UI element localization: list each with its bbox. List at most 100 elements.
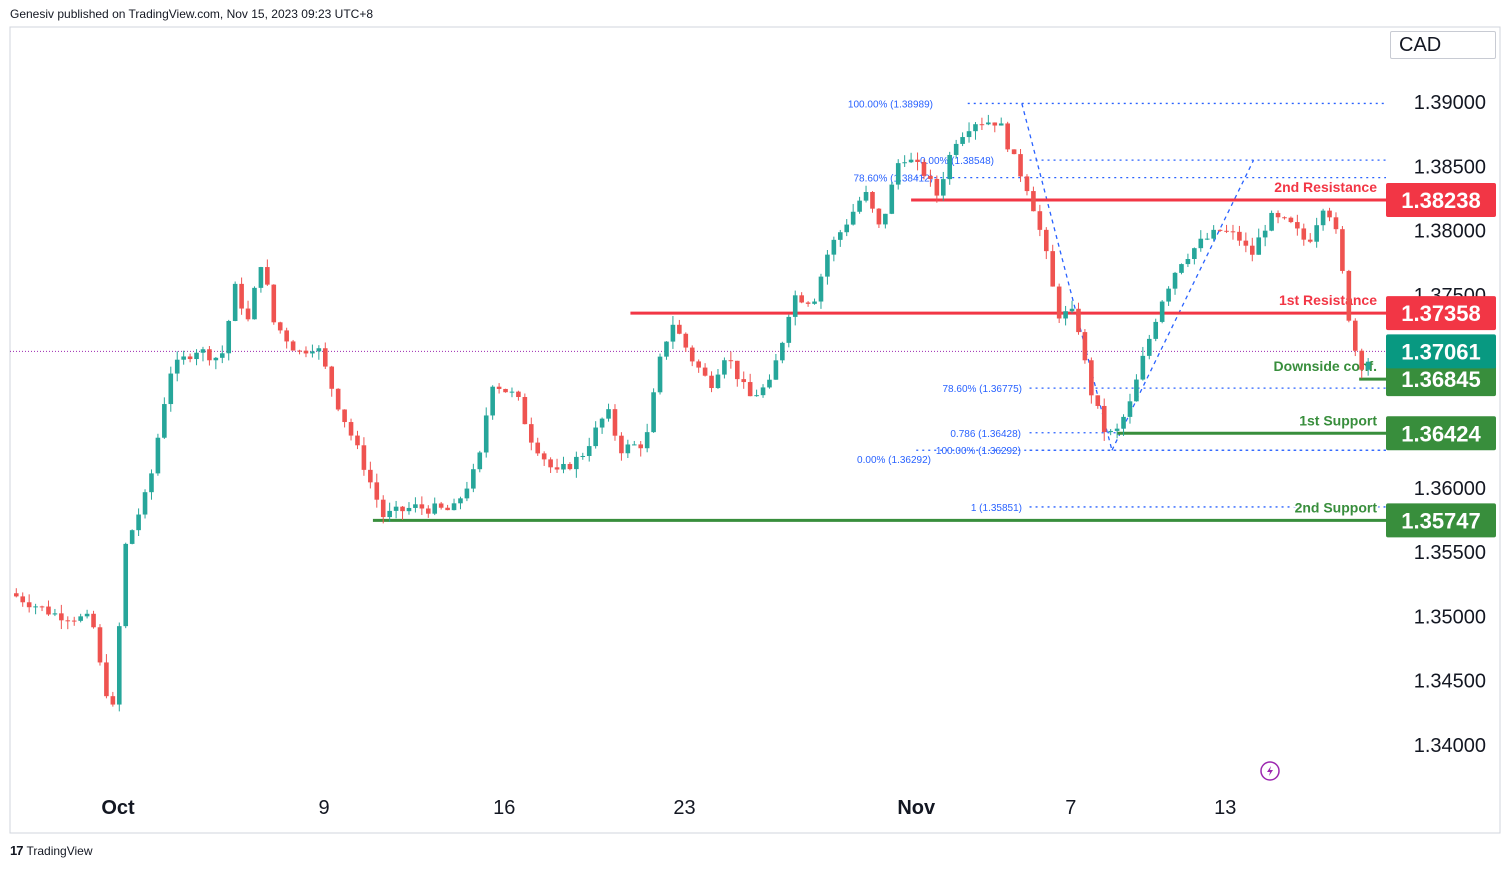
candle bbox=[1076, 302, 1081, 335]
level-name-label: 1st Support bbox=[1299, 412, 1377, 428]
candle bbox=[284, 327, 289, 349]
candle-body bbox=[863, 191, 869, 201]
price-tag-text: 1.36845 bbox=[1401, 367, 1481, 392]
candle bbox=[116, 622, 122, 712]
candle bbox=[1256, 228, 1262, 255]
candle bbox=[1359, 348, 1365, 379]
candle-body bbox=[606, 409, 611, 419]
candle bbox=[940, 171, 946, 201]
flash-icon[interactable] bbox=[1260, 761, 1280, 781]
candle bbox=[837, 229, 843, 247]
candle-body bbox=[709, 375, 714, 389]
candle bbox=[1140, 346, 1146, 381]
candle-body bbox=[915, 159, 920, 162]
candle-body bbox=[91, 613, 96, 628]
candle-body bbox=[213, 357, 219, 361]
candle bbox=[876, 208, 882, 228]
candle bbox=[393, 500, 399, 519]
candle-body bbox=[200, 349, 206, 353]
candle bbox=[1037, 204, 1043, 237]
candle-body bbox=[921, 161, 927, 176]
fibonacci-levels: 100.00% (1.38989) 0.00% (1.38548) 78.60% (… bbox=[848, 99, 1386, 514]
candle-body bbox=[870, 191, 875, 209]
price-tag: 1.38238 bbox=[1386, 182, 1496, 217]
price-tag-text: 1.35747 bbox=[1401, 508, 1481, 533]
candle-body bbox=[812, 301, 817, 304]
candle-body bbox=[432, 503, 438, 514]
candle-body bbox=[883, 213, 888, 225]
candle-body bbox=[889, 184, 895, 214]
candle bbox=[1024, 174, 1030, 196]
candle bbox=[1327, 207, 1332, 222]
candle bbox=[348, 418, 354, 441]
candle-body bbox=[1146, 338, 1152, 356]
candle-body bbox=[464, 488, 470, 499]
candle bbox=[451, 498, 457, 511]
candle-body bbox=[561, 463, 566, 470]
candle bbox=[1230, 224, 1236, 240]
candle-body bbox=[1108, 430, 1113, 433]
candle-body bbox=[522, 397, 528, 425]
candle-body bbox=[825, 254, 830, 277]
candle-body bbox=[747, 382, 753, 397]
candle bbox=[1063, 305, 1068, 326]
candle bbox=[104, 654, 109, 699]
candle-body bbox=[258, 267, 264, 288]
candle bbox=[586, 437, 592, 462]
time-axis[interactable]: Oct 9 16 23 Nov 7 13 bbox=[101, 797, 1236, 819]
y-tick-label: 1.39000 bbox=[1414, 92, 1486, 114]
current-price-text: 1.37061 bbox=[1401, 339, 1481, 364]
candle bbox=[747, 373, 753, 397]
currency-label[interactable]: CAD bbox=[1390, 31, 1496, 59]
candle-body bbox=[1288, 217, 1294, 223]
publish-info: Genesiv published on TradingView.com, No… bbox=[10, 7, 373, 21]
candle-body bbox=[348, 422, 354, 436]
candle bbox=[46, 600, 51, 616]
candle-body bbox=[1127, 401, 1133, 417]
candle bbox=[1121, 414, 1126, 436]
candle-body bbox=[586, 446, 592, 456]
candle-body bbox=[818, 276, 824, 302]
candle bbox=[638, 441, 644, 457]
candle bbox=[425, 505, 431, 518]
candle bbox=[181, 350, 186, 365]
candle bbox=[831, 236, 837, 262]
candle bbox=[1333, 212, 1339, 234]
candle-body bbox=[310, 351, 315, 354]
price-tag-box bbox=[1386, 362, 1496, 397]
candle bbox=[625, 439, 631, 458]
candle-body bbox=[149, 473, 154, 493]
candle bbox=[226, 319, 232, 361]
candle bbox=[657, 353, 663, 395]
candle-body bbox=[181, 356, 186, 360]
candle bbox=[728, 351, 734, 369]
candle bbox=[986, 114, 991, 126]
candle-body bbox=[599, 418, 605, 428]
candle-body bbox=[290, 341, 296, 351]
candle bbox=[799, 292, 804, 304]
candle bbox=[709, 371, 714, 393]
current-price-box bbox=[1386, 334, 1496, 369]
candle bbox=[1146, 334, 1152, 360]
candle bbox=[1134, 374, 1139, 402]
candle bbox=[432, 497, 438, 516]
candle-body bbox=[123, 543, 129, 627]
candle-body bbox=[754, 395, 759, 397]
candle-body bbox=[297, 350, 302, 352]
footer: 17 TradingView bbox=[10, 843, 93, 858]
candle-body bbox=[1307, 239, 1313, 242]
candle bbox=[91, 610, 96, 629]
candle bbox=[219, 345, 225, 364]
price-tag-box bbox=[1386, 503, 1496, 538]
x-tick-label: 7 bbox=[1065, 797, 1076, 819]
candle-body bbox=[368, 469, 373, 483]
candle-body bbox=[78, 616, 83, 621]
candle-body bbox=[413, 504, 418, 508]
chart-frame bbox=[9, 26, 1501, 834]
candle bbox=[136, 508, 141, 536]
candle bbox=[1211, 225, 1216, 241]
candle-body bbox=[425, 508, 431, 514]
candle-body bbox=[1172, 272, 1178, 289]
fib-level-label: 78.60% (1.38412) bbox=[853, 174, 933, 185]
